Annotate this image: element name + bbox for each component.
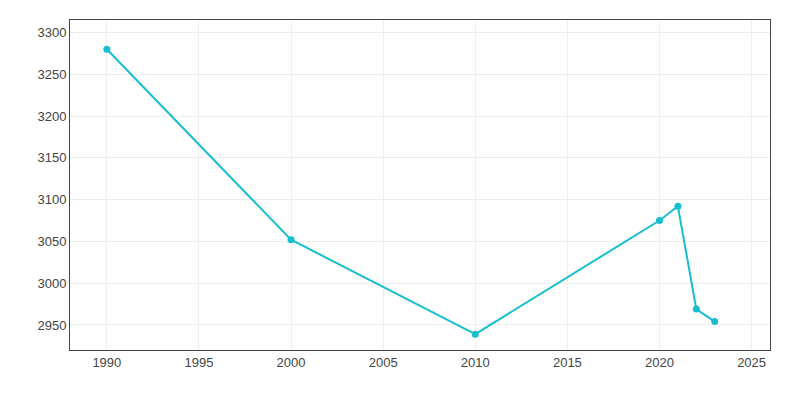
svg-text:3300: 3300 — [37, 25, 66, 40]
svg-text:2000: 2000 — [277, 355, 306, 370]
svg-text:3200: 3200 — [37, 109, 66, 124]
svg-text:3050: 3050 — [37, 234, 66, 249]
svg-text:2025: 2025 — [737, 355, 766, 370]
svg-text:2010: 2010 — [461, 355, 490, 370]
svg-text:2005: 2005 — [369, 355, 398, 370]
svg-text:2020: 2020 — [645, 355, 674, 370]
svg-text:3000: 3000 — [37, 276, 66, 291]
svg-text:2950: 2950 — [37, 317, 66, 332]
svg-text:3250: 3250 — [37, 67, 66, 82]
svg-text:3150: 3150 — [37, 150, 66, 165]
svg-text:3100: 3100 — [37, 192, 66, 207]
svg-text:2015: 2015 — [553, 355, 582, 370]
svg-text:1995: 1995 — [184, 355, 213, 370]
svg-text:1990: 1990 — [92, 355, 121, 370]
